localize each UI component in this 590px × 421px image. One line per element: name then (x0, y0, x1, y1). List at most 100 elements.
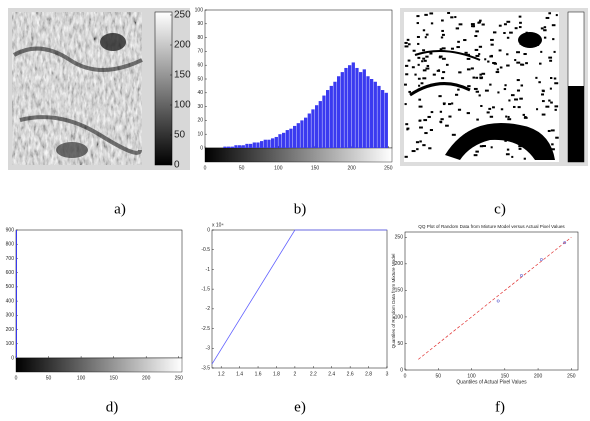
y-tick-label: 300 (6, 313, 15, 319)
pixel (554, 108, 557, 111)
bar (384, 92, 388, 148)
pixel (555, 14, 558, 17)
pixel (457, 88, 460, 91)
pixel (478, 94, 481, 97)
y-tick-label: 90 (197, 21, 203, 27)
pixel (441, 47, 446, 50)
y-tick-label: 50 (397, 341, 403, 347)
pixel (548, 56, 553, 59)
bar (267, 139, 271, 148)
pixel (543, 26, 547, 29)
y-tick-label: 600 (6, 270, 15, 276)
pixel (506, 36, 510, 39)
x-tick-label: 200 (534, 373, 543, 379)
pixel (426, 64, 430, 67)
pixel (477, 21, 480, 24)
y-tick-label: 150 (395, 288, 404, 294)
pixel (542, 90, 545, 93)
bar (252, 142, 256, 148)
pixel (430, 111, 434, 114)
pixel (479, 145, 484, 148)
pixel (467, 85, 471, 88)
x-tick-label: 0 (15, 375, 18, 381)
pixel (417, 77, 421, 80)
pixel (425, 55, 429, 58)
pixel (514, 59, 517, 62)
pixel (421, 60, 424, 63)
pixel (417, 56, 421, 59)
x-tick-label: 100 (467, 373, 476, 379)
pixel (456, 46, 460, 49)
pixel (530, 135, 533, 138)
pixel (516, 61, 521, 64)
pixel (480, 129, 484, 132)
pixel (432, 73, 436, 76)
pixel (530, 38, 533, 41)
pixel (551, 24, 556, 27)
pixel (519, 97, 523, 100)
pixel (553, 77, 557, 80)
pixel (554, 105, 559, 108)
panel-label: c) (494, 201, 506, 217)
pixel (518, 134, 522, 137)
pixel (424, 13, 428, 16)
pixel (405, 64, 409, 67)
pixel (507, 115, 510, 118)
bar (340, 72, 344, 148)
bar (359, 72, 363, 148)
pixel (489, 115, 494, 118)
bar (307, 113, 311, 148)
pixel (455, 93, 459, 96)
pixel (422, 144, 426, 147)
pixel (531, 152, 535, 155)
pixel (422, 29, 426, 32)
pixel (466, 53, 471, 56)
x-tick-label: 150 (311, 165, 320, 171)
pixel (543, 29, 547, 32)
y-tick-label: 200 (395, 261, 404, 267)
y-tick-label: -1.5 (201, 286, 210, 292)
pixel (555, 136, 559, 139)
pixel (512, 105, 516, 108)
pixel (499, 66, 503, 69)
pixel (541, 113, 546, 116)
pixel (551, 143, 554, 146)
pixel (439, 120, 443, 123)
pixel (511, 125, 516, 128)
pixel (514, 98, 518, 101)
pixel (482, 145, 486, 148)
pixel (448, 103, 452, 106)
y-tick-label: 400 (6, 298, 15, 304)
pixel (486, 111, 490, 114)
y-tick-label: 200 (6, 327, 15, 333)
bar (311, 109, 315, 148)
pixel (550, 129, 555, 132)
bar (322, 95, 326, 148)
pixel (408, 90, 411, 93)
pixel (523, 116, 528, 119)
pixel (506, 20, 511, 23)
point (496, 299, 500, 303)
pixel (503, 23, 507, 26)
y-tick-label: -3.5 (201, 365, 210, 371)
colorbar-tick-label: 250 (174, 10, 191, 21)
point (519, 274, 523, 277)
pixel (547, 129, 551, 132)
pixel (441, 33, 445, 36)
pixel (490, 43, 494, 46)
pixel (516, 51, 520, 54)
bar (241, 145, 245, 148)
x-tick-label: 0 (404, 373, 407, 379)
pixel (510, 94, 515, 97)
pixel (466, 57, 471, 60)
bar (285, 130, 289, 148)
pixel (478, 53, 481, 56)
pixel (498, 49, 502, 52)
y-tick-label: 20 (197, 118, 203, 124)
x-tick-label: 2.2 (310, 371, 317, 377)
pixel (549, 87, 552, 90)
pixel (487, 60, 490, 63)
bar (260, 141, 264, 148)
x-tick-label: 2.4 (328, 371, 335, 377)
